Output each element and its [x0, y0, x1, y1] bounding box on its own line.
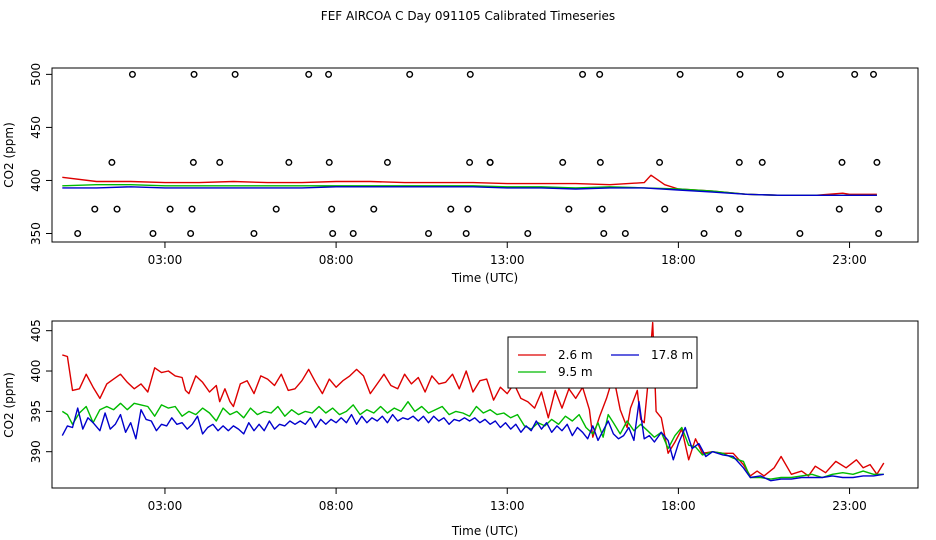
scatter-point	[187, 230, 195, 238]
scatter-point	[188, 205, 196, 213]
scatter-point	[189, 158, 197, 166]
scatter-point	[305, 70, 313, 78]
top-x-tick-label: 23:00	[832, 253, 867, 267]
scatter-point	[875, 205, 883, 213]
top-x-tick-label: 18:00	[661, 253, 696, 267]
bottom-x-tick-label: 08:00	[319, 499, 354, 513]
scatter-point	[661, 205, 669, 213]
scatter-point	[875, 230, 883, 238]
bottom-series-line-2-6-m	[62, 321, 885, 477]
scatter-point	[796, 230, 804, 238]
top-y-tick-label: 350	[29, 222, 43, 245]
scatter-point	[128, 70, 136, 78]
scatter-point	[676, 70, 684, 78]
bottom-series-line-9-5-m	[61, 401, 884, 480]
scatter-point	[190, 70, 198, 78]
scatter-point	[329, 230, 337, 238]
bottom-x-axis-label: Time (UTC)	[451, 524, 518, 538]
top-x-tick-label: 08:00	[319, 253, 354, 267]
scatter-point	[466, 70, 474, 78]
bottom-y-tick-label: 400	[29, 360, 43, 383]
top-series-line-17-8-m	[62, 186, 877, 197]
scatter-point	[447, 205, 455, 213]
bottom-x-tick-label: 13:00	[490, 499, 525, 513]
bottom-x-tick-label: 03:00	[148, 499, 183, 513]
scatter-point	[870, 70, 878, 78]
bottom-plot-frame	[51, 320, 919, 489]
scatter-point	[835, 205, 843, 213]
chart-title: FEF AIRCOA C Day 091105 Calibrated Times…	[320, 9, 616, 23]
scatter-point	[149, 230, 157, 238]
legend-box	[507, 336, 698, 389]
scatter-point	[74, 230, 82, 238]
scatter-point	[231, 70, 239, 78]
top-x-tick-label: 03:00	[148, 253, 183, 267]
top-y-tick-label: 450	[29, 116, 43, 139]
scatter-point	[600, 230, 608, 238]
scatter-point	[250, 230, 258, 238]
scatter-point	[349, 230, 357, 238]
scatter-point	[596, 70, 604, 78]
scatter-point	[656, 158, 664, 166]
scatter-point	[621, 230, 629, 238]
bottom-x-tick-label: 18:00	[661, 499, 696, 513]
scatter-point	[406, 70, 414, 78]
scatter-point	[464, 205, 472, 213]
bottom-series-line-17-8-m	[61, 401, 884, 482]
scatter-point	[486, 158, 494, 166]
scatter-point	[425, 230, 433, 238]
scatter-point	[466, 158, 474, 166]
bottom-y-tick-label: 395	[29, 400, 43, 423]
scatter-point	[873, 158, 881, 166]
scatter-point	[216, 158, 224, 166]
scatter-point	[579, 70, 587, 78]
legend: 2.6 m 17.8 m 9.5 m	[507, 336, 698, 389]
scatter-point	[758, 158, 766, 166]
top-panel: 03:00 08:00 13:00 18:00 23:00 350 400 450 500 T…	[2, 63, 919, 285]
top-y-axis-label: CO2 (ppm)	[2, 122, 16, 188]
scatter-point	[734, 230, 742, 238]
top-y-tick-label: 400	[29, 169, 43, 192]
scatter-point	[524, 230, 532, 238]
scatter-point	[166, 205, 174, 213]
scatter-point	[325, 70, 333, 78]
legend-label-2-6m: 2.6 m	[558, 348, 593, 362]
bottom-y-tick-label: 390	[29, 440, 43, 463]
legend-label-9-5m: 9.5 m	[558, 365, 593, 379]
scatter-point	[776, 70, 784, 78]
scatter-point	[462, 230, 470, 238]
top-x-tick-label: 13:00	[490, 253, 525, 267]
scatter-point	[565, 205, 573, 213]
bottom-y-axis-label: CO2 (ppm)	[2, 372, 16, 438]
scatter-point	[715, 205, 723, 213]
scatter-point	[383, 158, 391, 166]
scatter-point	[596, 158, 604, 166]
scatter-point	[851, 70, 859, 78]
scatter-point	[328, 205, 336, 213]
top-plot-frame	[51, 67, 919, 243]
scatter-point	[559, 158, 567, 166]
scatter-point	[108, 158, 116, 166]
scatter-point	[838, 158, 846, 166]
scatter-point	[598, 205, 606, 213]
scatter-point	[272, 205, 280, 213]
bottom-x-tick-label: 23:00	[832, 499, 867, 513]
scatter-point	[113, 205, 121, 213]
scatter-point	[735, 158, 743, 166]
scatter-point	[91, 205, 99, 213]
bottom-y-tick-label: 405	[29, 319, 43, 342]
legend-label-17-8m: 17.8 m	[651, 348, 693, 362]
scatter-point	[736, 70, 744, 78]
scatter-point	[700, 230, 708, 238]
bottom-panel: 03:00 08:00 13:00 18:00 23:00 390 395 400 405 T…	[2, 319, 919, 538]
scatter-point	[285, 158, 293, 166]
scatter-point	[370, 205, 378, 213]
top-y-tick-label: 500	[29, 63, 43, 86]
top-x-axis-label: Time (UTC)	[451, 271, 518, 285]
scatter-point	[325, 158, 333, 166]
scatter-point	[736, 205, 744, 213]
